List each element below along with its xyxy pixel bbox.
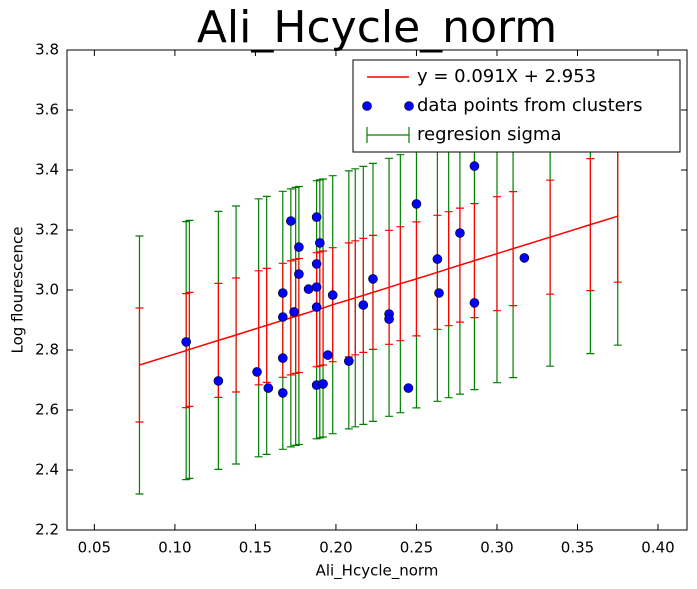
data-point <box>323 350 333 360</box>
x-tick-label: 0.35 <box>561 539 594 557</box>
legend-swatch <box>366 127 410 143</box>
y-tick-label: 2.8 <box>35 341 59 359</box>
data-point <box>277 353 288 363</box>
chart-title: Ali_Hcycle_norm <box>197 2 557 53</box>
plot-frame <box>66 49 688 531</box>
data-point <box>289 307 299 317</box>
y-tick-label: 3.0 <box>35 281 59 299</box>
data-point <box>277 288 288 298</box>
x-tick-label: 0.25 <box>400 539 433 557</box>
data-point <box>315 238 325 248</box>
data-point <box>469 161 480 171</box>
data-point <box>294 269 304 279</box>
legend-swatch <box>362 101 372 111</box>
data-point <box>213 376 224 386</box>
y-tick-label: 3.4 <box>35 161 59 179</box>
regression-line <box>139 215 618 366</box>
data-point <box>384 314 394 324</box>
x-tick-label: 0.20 <box>319 539 352 557</box>
data-point <box>403 383 414 393</box>
y-tick-label: 3.8 <box>35 41 59 59</box>
y-tick-label: 3.6 <box>35 101 59 119</box>
legend-label: y = 0.091X + 2.953 <box>417 66 596 87</box>
data-point <box>344 356 354 366</box>
x-tick-label: 0.15 <box>239 539 272 557</box>
data-point <box>252 367 262 377</box>
data-point <box>358 300 369 310</box>
data-point <box>368 274 378 284</box>
legend-label: regresion sigma <box>417 124 561 145</box>
data-point <box>469 298 480 308</box>
x-tick-label: 0.30 <box>480 539 513 557</box>
data-point <box>411 199 422 209</box>
data-point <box>294 242 304 252</box>
data-point <box>327 290 338 300</box>
x-axis-label: Ali_Hcycle_norm <box>316 562 439 581</box>
data-point <box>181 337 191 347</box>
x-tick-label: 0.40 <box>641 539 674 557</box>
legend-swatch <box>404 101 414 111</box>
y-tick-label: 3.2 <box>35 221 59 239</box>
x-tick-label: 0.05 <box>78 539 111 557</box>
data-point <box>286 216 296 226</box>
data-point <box>277 312 288 322</box>
data-point <box>318 379 328 389</box>
data-point <box>311 259 322 269</box>
data-point <box>432 254 443 264</box>
data-point <box>519 253 530 263</box>
y-axis-label: Log flourescence <box>9 226 27 353</box>
y-tick-label: 2.2 <box>35 521 59 539</box>
data-point <box>303 284 314 294</box>
y-tick-label: 2.6 <box>35 401 59 419</box>
y-tick-label: 2.4 <box>35 461 59 479</box>
data-point <box>311 302 322 312</box>
data-point <box>434 288 444 298</box>
data-point <box>277 388 288 398</box>
legend-label: data points from clusters <box>417 95 642 116</box>
data-point <box>311 212 322 222</box>
data-point <box>311 282 322 292</box>
x-tick-label: 0.10 <box>158 539 191 557</box>
data-point <box>263 383 274 393</box>
data-point <box>455 228 465 238</box>
